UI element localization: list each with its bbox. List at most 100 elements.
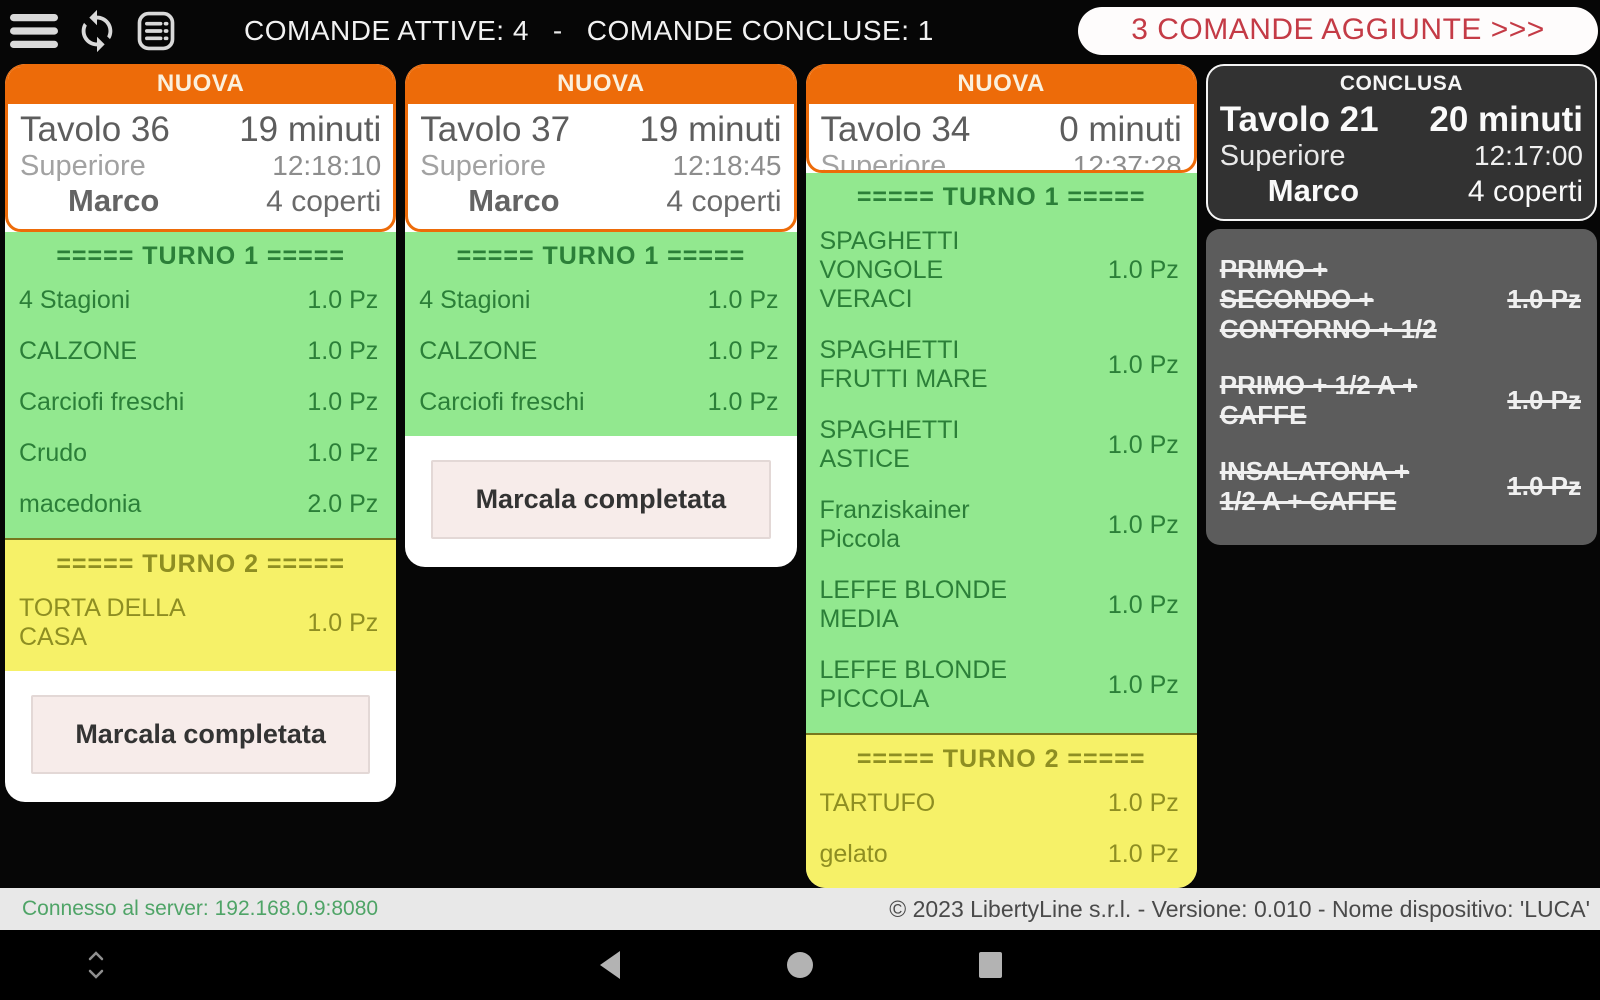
item-name: Carciofi freschi	[19, 388, 185, 416]
order-item: Crudo 1.0 Pz	[5, 428, 396, 479]
item-name: SPAGHETTI ASTICE	[819, 416, 960, 473]
item-name: gelato	[819, 840, 888, 868]
item-qty: 1.0 Pz	[1107, 840, 1179, 868]
item-qty: 1.0 Pz	[1507, 284, 1581, 314]
table-label: Tavolo 34	[820, 110, 971, 149]
item-qty: 1.0 Pz	[307, 388, 379, 416]
concluded-orders-count: COMANDE CONCLUSE: 1	[586, 15, 934, 46]
home-icon[interactable]	[780, 945, 820, 985]
order-list-icon[interactable]	[134, 9, 178, 53]
item-name: Franziskainer Piccola	[819, 496, 970, 553]
order-card-header: NUOVA Tavolo 34 0 minuti Superiore 12:37…	[805, 64, 1197, 173]
item-name: PRIMO + 1/2 A + CAFFE	[1219, 370, 1418, 430]
order-card-tavolo-34[interactable]: NUOVA Tavolo 34 0 minuti Superiore 12:37…	[805, 64, 1197, 888]
refresh-icon[interactable]	[74, 8, 120, 54]
waiter-name: Marco	[68, 183, 160, 218]
order-item: SPAGHETTI ASTICE 1.0 Pz	[806, 405, 1197, 485]
item-name: LEFFE BLONDE MEDIA	[819, 576, 1008, 633]
room-label: Superiore	[420, 150, 546, 182]
item-name: SPAGHETTI VONGOLE VERACI	[819, 227, 960, 313]
item-qty: 1.0 Pz	[1507, 471, 1581, 501]
keyboard-toggle-icon[interactable]	[88, 951, 104, 979]
item-name: 4 Stagioni	[19, 286, 131, 314]
mark-completed-button[interactable]: Marcala completata	[31, 695, 371, 774]
order-time: 12:17:00	[1474, 140, 1583, 171]
order-item: Carciofi freschi 1.0 Pz	[405, 377, 796, 428]
item-qty: 1.0 Pz	[1107, 510, 1179, 539]
order-card-header: NUOVA Tavolo 37 19 minuti Superiore 12:1…	[405, 64, 797, 232]
top-bar: COMANDE ATTIVE: 4 - COMANDE CONCLUSE: 1 …	[0, 0, 1600, 62]
order-column: NUOVA Tavolo 34 0 minuti Superiore 12:37…	[805, 64, 1197, 888]
item-qty: 2.0 Pz	[307, 490, 379, 518]
table-label: Tavolo 37	[420, 110, 571, 149]
item-qty: 1.0 Pz	[707, 286, 779, 314]
order-item-completed: INSALATONA + 1/2 A + CAFFE 1.0 Pz	[1220, 443, 1581, 529]
order-card-tavolo-36[interactable]: NUOVA Tavolo 36 19 minuti Superiore 12:1…	[5, 64, 397, 802]
item-name: macedonia	[19, 490, 142, 518]
added-orders-button[interactable]: 3 COMANDE AGGIUNTE >>>	[1078, 7, 1598, 55]
orders-summary: COMANDE ATTIVE: 4 - COMANDE CONCLUSE: 1	[244, 15, 934, 47]
recents-icon[interactable]	[970, 945, 1010, 985]
order-item: TARTUFO 1.0 Pz	[806, 778, 1197, 829]
summary-separator: -	[552, 15, 563, 46]
order-time: 12:18:45	[672, 150, 782, 181]
order-item: Franziskainer Piccola 1.0 Pz	[806, 485, 1197, 565]
order-item: LEFFE BLONDE PICCOLA 1.0 Pz	[806, 645, 1197, 725]
item-qty: 1.0 Pz	[1107, 256, 1179, 284]
copyright-version-text: © 2023 LibertyLine s.r.l. - Versione: 0.…	[889, 895, 1590, 922]
item-name: Crudo	[19, 439, 88, 467]
item-qty: 1.0 Pz	[707, 388, 779, 416]
room-label: Superiore	[1219, 140, 1346, 172]
status-badge: NUOVA	[8, 67, 394, 104]
item-name: 4 Stagioni	[419, 286, 531, 314]
item-name: TARTUFO	[819, 789, 936, 817]
turno-1-section: ===== TURNO 1 ===== 4 Stagioni 1.0 Pz CA…	[5, 232, 397, 538]
order-time: 12:37:28	[1072, 150, 1182, 173]
order-item-completed: PRIMO + 1/2 A + CAFFE 1.0 Pz	[1220, 357, 1581, 443]
room-label: Superiore	[820, 150, 947, 173]
turno-1-section: ===== TURNO 1 ===== 4 Stagioni 1.0 Pz CA…	[405, 232, 797, 436]
order-item: TORTA DELLA CASA 1.0 Pz	[5, 583, 396, 663]
waiter-name: Marco	[1267, 173, 1360, 208]
item-name: SPAGHETTI FRUTTI MARE	[819, 336, 988, 393]
order-item: Carciofi freschi 1.0 Pz	[5, 377, 396, 428]
elapsed-time: 19 minuti	[239, 110, 382, 149]
order-item-completed: PRIMO + SECONDO + CONTORNO + 1/2 1.0 Pz	[1220, 241, 1581, 357]
status-badge: CONCLUSA	[1339, 72, 1463, 95]
turno-2-section: ===== TURNO 2 ===== TARTUFO 1.0 Pz gelat…	[805, 733, 1197, 888]
order-item: CALZONE 1.0 Pz	[5, 326, 396, 377]
hamburger-menu-icon[interactable]	[8, 11, 60, 51]
item-qty: 1.0 Pz	[1107, 350, 1179, 379]
item-qty: 1.0 Pz	[307, 286, 379, 314]
back-icon[interactable]	[590, 945, 630, 985]
table-label: Tavolo 21	[1219, 100, 1379, 139]
order-column: NUOVA Tavolo 36 19 minuti Superiore 12:1…	[5, 64, 397, 888]
order-item: 4 Stagioni 1.0 Pz	[405, 275, 796, 326]
item-name: TORTA DELLA CASA	[19, 594, 185, 651]
item-qty: 1.0 Pz	[307, 337, 379, 365]
order-item: CALZONE 1.0 Pz	[405, 326, 796, 377]
turno-header: ===== TURNO 1 =====	[456, 242, 746, 270]
order-card-tavolo-21-concluded[interactable]: CONCLUSA Tavolo 21 20 minuti Superiore 1…	[1205, 64, 1597, 545]
turno-1-section: ===== TURNO 1 ===== SPAGHETTI VONGOLE VE…	[805, 173, 1197, 733]
status-bar: Connesso al server: 192.168.0.9:8080 © 2…	[0, 888, 1600, 930]
order-item: gelato 1.0 Pz	[806, 829, 1197, 880]
order-item: LEFFE BLONDE MEDIA 1.0 Pz	[806, 565, 1197, 645]
item-name: INSALATONA + 1/2 A + CAFFE	[1219, 456, 1410, 516]
item-qty: 1.0 Pz	[1107, 430, 1179, 459]
order-info: Tavolo 21 20 minuti Superiore 12:17:00 M…	[1208, 98, 1595, 219]
order-info: Tavolo 34 0 minuti Superiore 12:37:28 Ma…	[809, 104, 1194, 173]
order-item: macedonia 2.0 Pz	[5, 479, 396, 530]
order-column: NUOVA Tavolo 37 19 minuti Superiore 12:1…	[405, 64, 797, 888]
covers-count: 4 coperti	[1467, 175, 1583, 208]
covers-count: 4 coperti	[266, 185, 382, 218]
item-qty: 1.0 Pz	[1507, 385, 1581, 415]
order-card-header: NUOVA Tavolo 36 19 minuti Superiore 12:1…	[5, 64, 397, 232]
item-name: Carciofi freschi	[419, 388, 585, 416]
turno-header: ===== TURNO 2 =====	[856, 745, 1146, 773]
item-name: PRIMO + SECONDO + CONTORNO + 1/2	[1219, 254, 1437, 344]
item-qty: 1.0 Pz	[307, 439, 379, 467]
order-card-tavolo-37[interactable]: NUOVA Tavolo 37 19 minuti Superiore 12:1…	[405, 64, 797, 567]
mark-completed-button[interactable]: Marcala completata	[431, 460, 771, 539]
android-nav-bar	[0, 930, 1600, 1000]
